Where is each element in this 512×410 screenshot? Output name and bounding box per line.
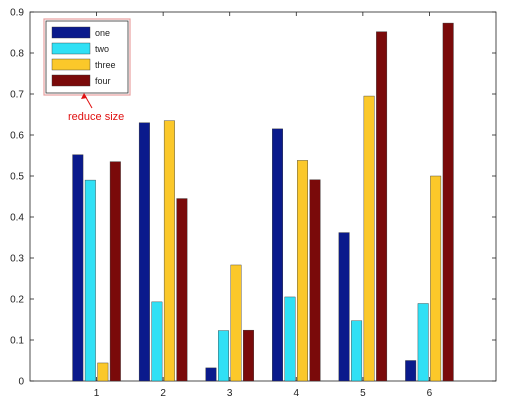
legend: one two three four (43, 18, 131, 96)
y-tick-label: 0.5 (10, 172, 24, 183)
y-tick-label: 0.1 (10, 336, 24, 347)
bar-three-5 (363, 95, 375, 382)
bar-four-6 (442, 22, 454, 382)
bar-one-5 (338, 232, 350, 382)
legend-swatch-four (51, 74, 91, 87)
bar-four-4 (309, 179, 321, 382)
x-tick-label: 1 (94, 388, 100, 399)
legend-swatch-three (51, 58, 91, 71)
bar-four-5 (376, 31, 388, 382)
x-tick-label: 3 (227, 388, 233, 399)
x-tick-label: 6 (427, 388, 433, 399)
y-tick-label: 0.9 (10, 8, 24, 19)
bar-one-6 (405, 360, 417, 382)
bar-three-1 (97, 362, 109, 382)
axis-layer: 1 2 3 4 5 6 0 0.1 0.2 0.3 0.4 0.5 0.6 0.7 0.8 0.9 (10, 8, 496, 399)
bar-one-1 (72, 154, 84, 382)
bar-two-1 (84, 179, 96, 382)
annotation-text: reduce size (68, 111, 124, 123)
legend-swatch-two (51, 42, 91, 55)
y-tick-label: 0.8 (10, 49, 24, 60)
y-tick-label: 0 (18, 377, 24, 388)
bar-four-3 (243, 329, 254, 382)
bar-one-2 (138, 122, 150, 382)
bar-three-2 (163, 120, 175, 382)
bar-four-1 (109, 161, 121, 382)
bar-one-3 (205, 367, 217, 382)
legend-label-two: two (95, 44, 109, 54)
bar-three-6 (430, 175, 442, 382)
x-tick-label: 4 (294, 388, 300, 399)
bar-one-4 (272, 128, 283, 382)
legend-label-four: four (95, 76, 111, 86)
legend-swatch-one (51, 26, 91, 39)
bar-two-6 (417, 303, 429, 382)
legend-label-three: three (95, 60, 116, 70)
y-tick-label: 0.7 (10, 90, 24, 101)
y-tick-label: 0.3 (10, 254, 24, 265)
bar-two-2 (151, 301, 163, 382)
bar-three-3 (230, 264, 242, 382)
legend-highlight-box (43, 18, 131, 96)
annotation-arrow-head (81, 93, 87, 99)
bar-three-4 (297, 160, 308, 382)
x-tick-label: 2 (160, 388, 166, 399)
legend-label-one: one (95, 28, 110, 38)
annotation: reduce size (68, 93, 124, 123)
bar-two-3 (218, 330, 229, 382)
bar-two-4 (284, 296, 296, 382)
bars-layer (72, 22, 454, 382)
y-tick-label: 0.2 (10, 295, 24, 306)
y-tick-label: 0.4 (10, 213, 24, 224)
x-tick-label: 5 (360, 388, 366, 399)
y-tick-label: 0.6 (10, 131, 24, 142)
bar-two-5 (351, 320, 363, 382)
bar-four-2 (176, 198, 188, 382)
